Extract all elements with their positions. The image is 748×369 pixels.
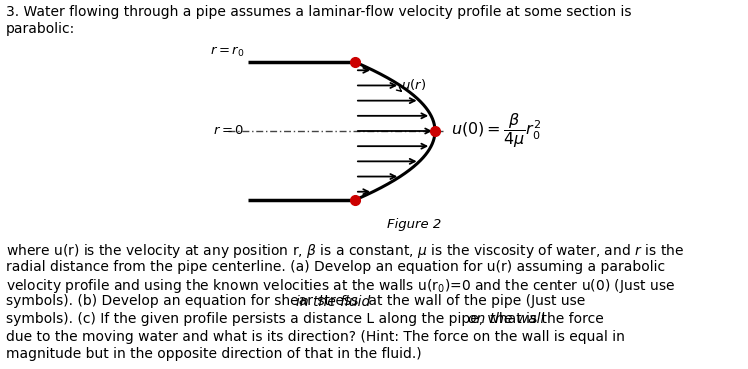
Text: $r = 0$: $r = 0$ [212, 124, 244, 138]
Text: velocity profile and using the known velocities at the walls u(r$_0$)=0 and the : velocity profile and using the known vel… [6, 277, 675, 295]
Text: $r = r_0$: $r = r_0$ [209, 45, 244, 59]
Text: symbols). (c) If the given profile persists a distance L along the pipe, what is: symbols). (c) If the given profile persi… [6, 312, 608, 326]
Text: $u(0) = \dfrac{\beta}{4\mu}r_0^2$: $u(0) = \dfrac{\beta}{4\mu}r_0^2$ [451, 111, 542, 151]
Text: symbols). (b) Develop an equation for shear stress: symbols). (b) Develop an equation for sh… [6, 294, 363, 308]
Text: parabolic:: parabolic: [6, 23, 76, 37]
Text: at the wall of the pipe (Just use: at the wall of the pipe (Just use [364, 294, 585, 308]
Text: 3. Water flowing through a pipe assumes a laminar-flow velocity profile at some : 3. Water flowing through a pipe assumes … [6, 5, 631, 19]
Text: $u(r)$: $u(r)$ [401, 76, 426, 92]
Text: Figure 2: Figure 2 [387, 218, 441, 231]
Text: in the fluid: in the fluid [296, 294, 370, 308]
Text: magnitude but in the opposite direction of that in the fluid.): magnitude but in the opposite direction … [6, 347, 422, 361]
Text: on the wall: on the wall [468, 312, 545, 326]
Text: where u(r) is the velocity at any position r, $\beta$ is a constant, $\mu$ is th: where u(r) is the velocity at any positi… [6, 242, 684, 260]
Text: radial distance from the pipe centerline. (a) Develop an equation for u(r) assum: radial distance from the pipe centerline… [6, 259, 665, 273]
Text: due to the moving water and what is its direction? (Hint: The force on the wall : due to the moving water and what is its … [6, 330, 625, 344]
